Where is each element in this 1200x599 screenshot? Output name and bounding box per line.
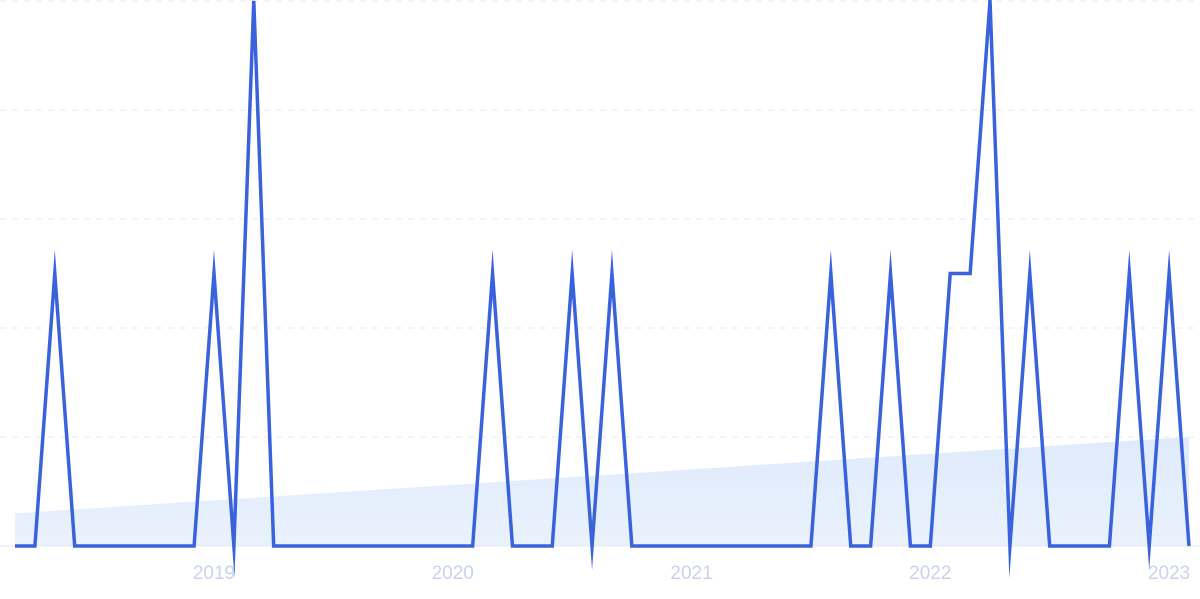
x-tick-label: 2022 [909,563,951,584]
x-tick-label: 2020 [432,563,474,584]
x-tick-label: 2023 [1148,563,1190,584]
line-series [15,0,1191,579]
x-tick-label: 2019 [193,563,235,584]
x-tick-label: 2021 [670,563,712,584]
trend-area [15,437,1189,546]
